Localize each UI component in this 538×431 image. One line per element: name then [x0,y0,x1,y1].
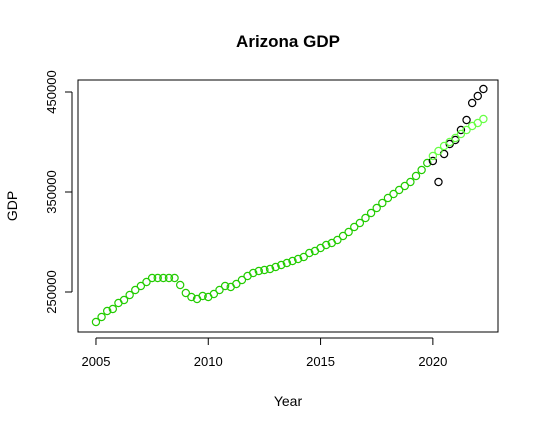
forecast-point-8 [473,118,482,128]
fitted-point-1 [97,312,106,322]
fitted-point-30 [260,265,269,275]
fitted-point-15 [175,280,185,290]
fitted-point-33 [277,260,286,270]
actual-point-7 [467,98,477,108]
fitted-point-36 [293,254,303,264]
fitted-point-38 [305,248,314,258]
forecast-point-3 [445,137,454,147]
fitted-point-45 [344,227,353,237]
y-tick-label-1: 350000 [44,170,59,213]
fitted-point-6 [125,290,134,300]
fitted-point-52 [383,193,393,203]
fitted-point-54 [394,185,404,195]
fitted-point-12 [159,273,168,283]
fitted-point-53 [389,189,398,199]
data-points [91,84,488,327]
fitted-point-14 [170,273,179,283]
fitted-point-32 [271,262,280,272]
fitted-point-49 [366,208,376,218]
fitted-point-31 [265,264,275,274]
fitted-point-13 [164,273,174,283]
forecast-point-6 [462,125,471,135]
x-axis: 2005 2010 2015 2020 [82,337,447,369]
actual-point-9 [479,84,488,94]
fitted-point-19 [198,291,207,301]
fitted-point-29 [254,266,264,276]
fitted-point-7 [131,285,140,295]
forecast-point-2 [439,141,449,151]
forecast-point-9 [479,114,488,124]
fitted-point-22 [215,285,224,295]
fitted-point-3 [108,304,118,314]
actual-point-0 [428,156,438,166]
x-axis-label: Year [274,393,303,409]
fitted-point-34 [282,258,292,268]
forecast-point-0 [428,151,438,161]
fitted-point-21 [209,289,219,299]
forecast-point-5 [456,129,466,139]
actual-point-1 [434,177,443,187]
fitted-point-25 [232,279,241,289]
fitted-point-9 [142,277,151,287]
fitted-point-26 [237,275,247,285]
fitted-point-28 [248,268,258,278]
fitted-point-57 [411,171,421,181]
fitted-point-23 [220,281,230,291]
fitted-point-48 [361,213,370,223]
actual-point-8 [473,91,482,101]
forecast-point-4 [451,133,460,143]
fitted-point-35 [288,256,297,266]
fitted-point-50 [372,203,381,213]
x-tick-label-0: 2005 [82,354,111,369]
fitted-point-8 [136,281,146,291]
y-tick-label-0: 250000 [44,270,59,313]
fitted-point-55 [400,181,409,191]
y-tick-label-2: 450000 [44,70,59,113]
forecast-point-1 [434,146,443,156]
fitted-point-10 [147,273,157,283]
fitted-point-59 [423,158,432,168]
fitted-point-37 [299,252,308,262]
fitted-point-47 [355,218,365,228]
x-tick-label-1: 2010 [194,354,223,369]
fitted-point-56 [406,177,415,187]
x-tick-label-2: 2015 [306,354,335,369]
plot-area [77,79,499,333]
fitted-point-2 [102,306,112,316]
fitted-point-51 [378,198,387,208]
fitted-point-46 [350,222,359,232]
actual-point-6 [462,115,471,125]
y-axis: 250000 350000 450000 [44,70,73,314]
fitted-point-43 [333,235,342,245]
actual-point-5 [456,125,466,135]
x-tick-label-3: 2020 [418,354,447,369]
fitted-point-0 [91,317,101,327]
fitted-point-58 [417,165,426,175]
fitted-point-11 [153,273,162,283]
fitted-point-5 [119,295,129,305]
fitted-point-16 [181,288,191,298]
fitted-point-17 [187,292,196,302]
y-axis-label: GDP [4,191,20,221]
fitted-point-41 [321,240,331,250]
chart-title: Arizona GDP [236,32,340,51]
fitted-point-44 [338,231,348,241]
